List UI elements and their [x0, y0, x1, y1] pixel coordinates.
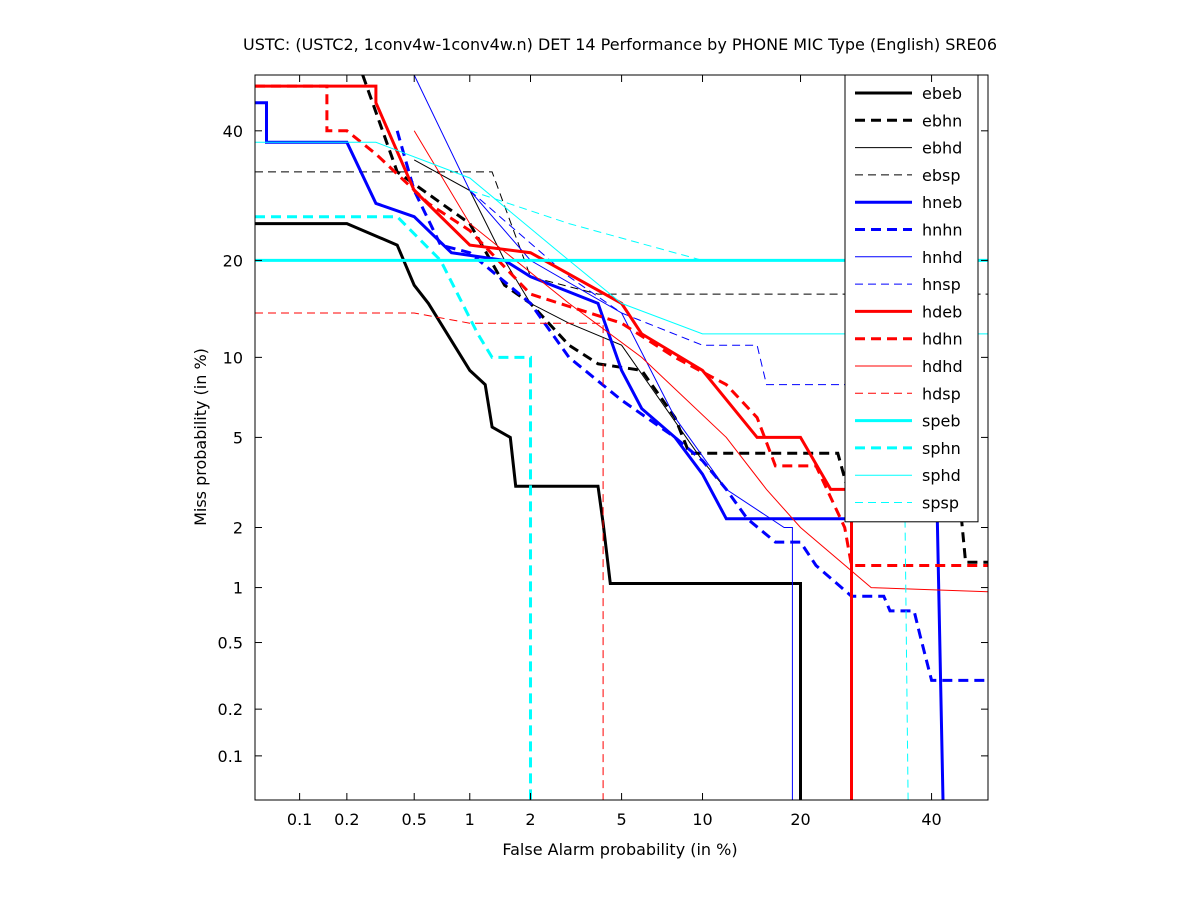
det-curve	[255, 141, 988, 335]
det-curve	[255, 222, 802, 800]
plot-area	[255, 75, 988, 800]
y-tick-label: 2	[233, 519, 243, 538]
legend-label: sphd	[922, 466, 961, 485]
legend-label: ebeb	[922, 84, 962, 103]
det-curve	[413, 75, 793, 800]
legend-label: speb	[922, 412, 961, 431]
legend-label: hneb	[922, 193, 962, 212]
y-axis-label: Miss probability (in %)	[191, 348, 210, 526]
x-tick-label: 0.2	[334, 810, 359, 829]
y-tick-label: 0.5	[218, 634, 243, 653]
det-curve	[255, 312, 604, 800]
chart-title: USTC: (USTC2, 1conv4w-1conv4w.n) DET 14 …	[243, 35, 997, 54]
legend-label: hnsp	[922, 275, 961, 294]
legend-label: hdsp	[922, 384, 961, 403]
legend-label: spsp	[922, 494, 959, 513]
legend-label: hdhn	[922, 330, 963, 349]
y-tick-label: 0.1	[218, 747, 243, 766]
x-tick-label: 1	[465, 810, 475, 829]
det-curve	[413, 130, 988, 593]
x-tick-label: 10	[692, 810, 712, 829]
x-tick-label: 0.1	[287, 810, 312, 829]
det-curve	[469, 190, 872, 386]
x-tick-label: 20	[790, 810, 810, 829]
legend-label: ebhn	[922, 111, 962, 130]
legend-label: sphn	[922, 439, 961, 458]
det-curve	[255, 215, 532, 800]
y-tick-label: 40	[223, 122, 243, 141]
y-tick-label: 10	[223, 348, 243, 367]
legend-label: hnhn	[922, 221, 963, 240]
legend-label: ebhd	[922, 139, 962, 158]
x-tick-label: 40	[921, 810, 941, 829]
legend-label: hdeb	[922, 302, 962, 321]
x-tick-label: 5	[616, 810, 626, 829]
x-tick-label: 2	[525, 810, 535, 829]
legend-label: hnhd	[922, 248, 963, 267]
x-axis-label: False Alarm probability (in %)	[502, 840, 737, 859]
legend-label: hdhd	[922, 357, 963, 376]
legend-label: ebsp	[922, 166, 961, 185]
det-curve	[469, 190, 909, 800]
det-curve	[413, 159, 727, 490]
det-curve	[255, 171, 988, 295]
y-tick-label: 1	[233, 579, 243, 598]
legend: ebeb ebhn ebhd ebsp hneb hnhn hnhd hnsp hdeb hdhn…	[844, 74, 979, 523]
y-tick-label: 20	[223, 251, 243, 270]
det-curve	[255, 84, 988, 567]
det-curve	[255, 84, 853, 800]
y-tick-label: 5	[233, 428, 243, 447]
x-tick-label: 0.5	[401, 810, 426, 829]
y-tick-label: 0.2	[218, 700, 243, 719]
